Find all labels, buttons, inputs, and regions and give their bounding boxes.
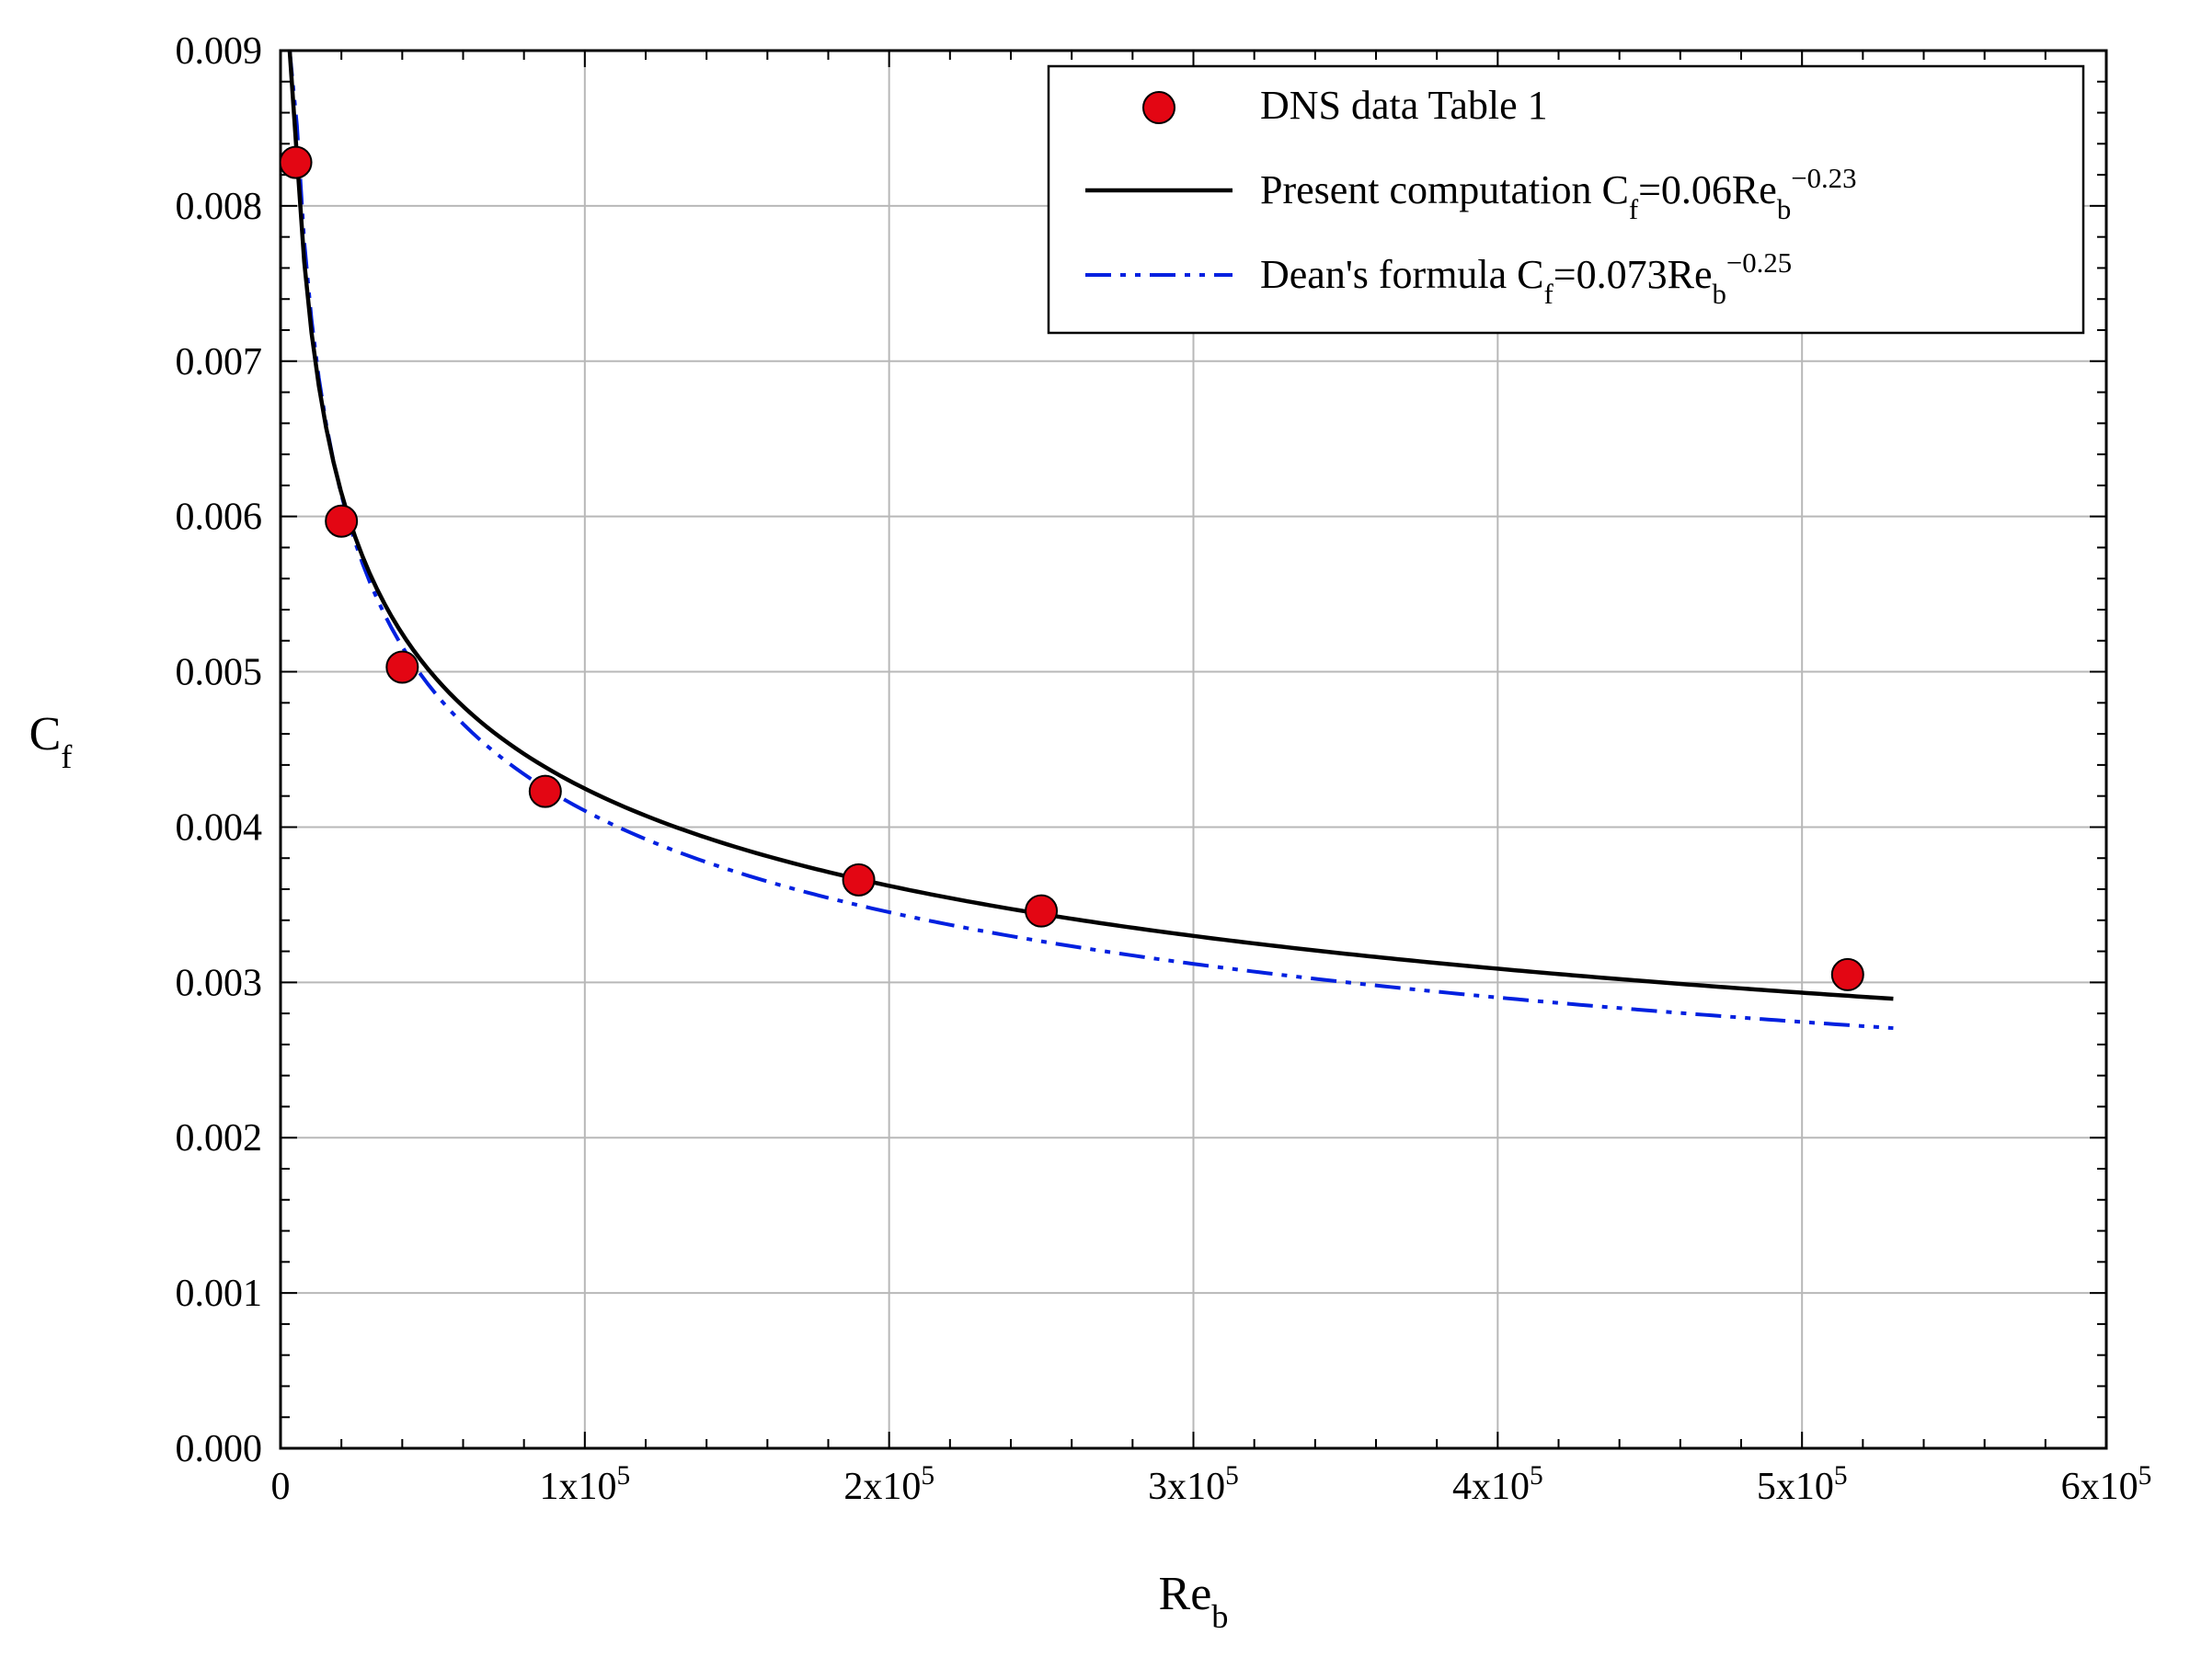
cf-vs-reb-chart: 0 1x105 2x105 3x105 4x105 5x105 6x105 0.000 0.00… [0, 0, 2190, 1680]
chart-container: 0 1x105 2x105 3x105 4x105 5x105 6x105 0.000 0.00… [0, 0, 2190, 1680]
y-tick-label: 0.000 [176, 1428, 263, 1470]
y-tick-label: 0.002 [176, 1117, 263, 1160]
y-tick-label: 0.006 [176, 497, 263, 539]
dns-point [386, 651, 418, 682]
dns-point [843, 864, 875, 896]
y-tick-label: 0.003 [176, 962, 263, 1004]
dns-point [1026, 896, 1057, 927]
legend-dns-label: DNS data Table 1 [1260, 83, 1548, 128]
dns-point [530, 776, 561, 807]
dns-point [1832, 959, 1863, 990]
y-tick-label: 0.004 [176, 806, 263, 849]
x-tick-label: 2x105 [843, 1461, 934, 1508]
dns-point [326, 506, 357, 537]
y-tick-label: 0.007 [176, 341, 263, 383]
y-tick-label: 0.009 [176, 30, 263, 73]
x-tick-label: 0 [271, 1466, 291, 1508]
x-tick-label: 1x105 [539, 1461, 630, 1508]
x-tick-label: 5x105 [1757, 1461, 1848, 1508]
y-tick-label: 0.008 [176, 186, 263, 228]
x-tick-label: 3x105 [1148, 1461, 1239, 1508]
x-tick-label: 6x105 [2061, 1461, 2152, 1508]
x-tick-label: 4x105 [1452, 1461, 1543, 1508]
y-tick-label: 0.005 [176, 652, 263, 694]
y-tick-label: 0.001 [176, 1273, 263, 1315]
dns-point [281, 147, 312, 178]
